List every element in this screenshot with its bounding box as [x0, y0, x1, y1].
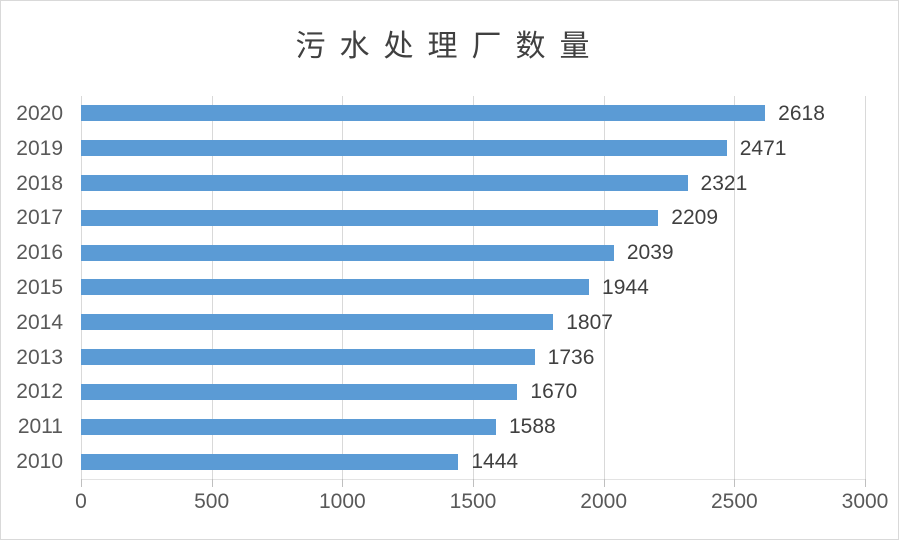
bar-2018	[81, 175, 688, 192]
x-axis-tick-label: 2500	[710, 490, 758, 513]
plot-area: 2618 2471 2321 2209 2039 1944 1807 1736 1670 1588…	[81, 96, 866, 479]
gridline	[734, 96, 736, 479]
x-axis-tick	[342, 479, 344, 487]
bar-value-label: 2618	[778, 101, 825, 125]
bar-row: 1807	[81, 305, 865, 340]
y-axis-label: 2010	[16, 450, 63, 474]
bar-row: 1736	[81, 340, 865, 375]
y-axis-label: 2017	[16, 206, 63, 230]
gridline	[865, 96, 866, 479]
bar-2017	[81, 209, 659, 226]
bar-row: 2618	[81, 96, 865, 131]
y-axis-label: 2016	[16, 241, 63, 265]
x-axis-tick-label: 3000	[841, 490, 889, 513]
bar-row: 1588	[81, 409, 865, 444]
chart-title: 污水处理厂数量	[295, 29, 604, 64]
bar-value-label: 2321	[700, 171, 748, 195]
bar-row: 2321	[81, 166, 865, 201]
y-axis-label: 2015	[16, 275, 63, 299]
y-axis-label: 2011	[17, 415, 63, 439]
y-axis-label: 2018	[16, 171, 63, 195]
bar-2019	[81, 140, 727, 157]
x-axis-tick-label: 1000	[318, 490, 366, 513]
bar-2010	[81, 453, 459, 470]
bar-value-label: 1736	[547, 345, 595, 369]
y-axis-label: 2014	[16, 310, 63, 334]
y-axis-label: 2012	[16, 380, 63, 404]
x-axis-tick	[81, 479, 82, 487]
bar-row: 2039	[81, 235, 865, 270]
bar-row: 2209	[81, 200, 865, 235]
bar-value-label: 2471	[739, 136, 787, 160]
bar-row: 2471	[81, 131, 865, 166]
y-axis-label: 2013	[16, 345, 63, 369]
x-axis-tick	[865, 479, 866, 487]
bar-2013	[81, 349, 535, 366]
bar-value-label: 2209	[671, 206, 718, 230]
bar-2012	[81, 383, 518, 400]
bar-row: 1444	[81, 444, 865, 479]
bar-2020	[81, 105, 766, 122]
x-axis-tick-label: 1500	[449, 490, 497, 513]
bar-value-label: 1944	[602, 275, 649, 299]
y-axis: 2020 2019 2018 2017 2016 2015 2014 2013 2012 2011…	[1, 96, 63, 479]
gridline	[603, 96, 605, 479]
y-axis-label: 2020	[16, 101, 63, 125]
x-axis-tick	[603, 479, 605, 487]
x-axis-tick	[211, 479, 213, 487]
bar-value-label: 2039	[626, 241, 674, 265]
x-axis-tick-label: 2000	[580, 490, 628, 513]
bar-row: 1944	[81, 270, 865, 305]
bar-value-label: 1807	[566, 310, 613, 334]
bar-2016	[81, 244, 614, 261]
bar-value-label: 1670	[530, 380, 578, 404]
bar-2011	[81, 418, 496, 435]
bar-value-label: 1588	[508, 415, 556, 439]
bar-2015	[81, 279, 590, 296]
x-axis-tick	[734, 479, 736, 487]
bar-value-label: 1444	[471, 450, 519, 474]
bar-2014	[81, 314, 554, 331]
bar-series: 2618 2471 2321 2209 2039 1944 1807 1736 1670 1588…	[81, 96, 865, 479]
bar-row: 1670	[81, 375, 865, 410]
x-axis-tick-label: 500	[194, 490, 230, 513]
y-axis-label: 2019	[16, 136, 63, 160]
x-axis-tick-label: 0	[75, 490, 87, 513]
x-axis-tick	[473, 479, 474, 487]
